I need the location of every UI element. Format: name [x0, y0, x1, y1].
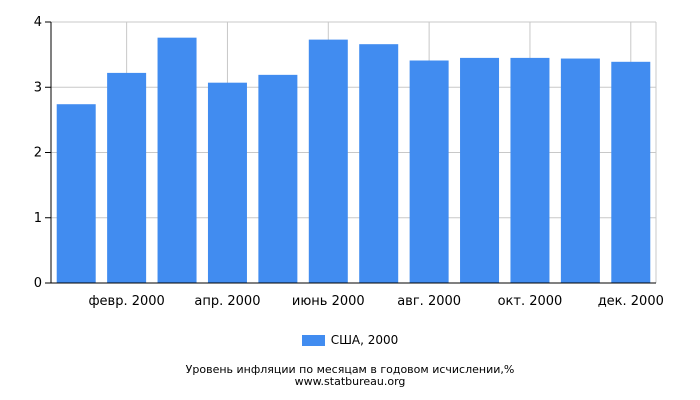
x-tick-label: авг. 2000: [397, 294, 461, 309]
y-tick-label: 4: [34, 15, 42, 30]
bar: [560, 58, 600, 283]
x-tick-label: апр. 2000: [194, 294, 260, 309]
y-tick-label: 1: [34, 211, 42, 226]
bar: [460, 57, 500, 284]
bar: [157, 37, 197, 283]
bar: [207, 82, 247, 284]
bar: [107, 72, 147, 284]
legend-swatch: [301, 334, 325, 346]
bar: [359, 44, 399, 284]
x-tick-label: февр. 2000: [88, 294, 164, 309]
bar: [510, 57, 550, 284]
y-tick-label: 2: [34, 146, 42, 161]
y-axis-labels: 0 1 2 3 4: [34, 15, 42, 291]
bar: [611, 61, 651, 283]
bar: [409, 60, 449, 284]
y-tick-label: 0: [34, 276, 42, 291]
legend-label: США, 2000: [330, 333, 399, 347]
x-axis-labels: февр. 2000 апр. 2000 июнь 2000 авг. 2000 окт…: [88, 294, 663, 309]
bars: [56, 37, 651, 284]
chart-caption: Уровень инфляции по месяцам в годовом ис…: [185, 363, 515, 376]
bar-chart: 0 1 2 3 4 февр. 2000 апр. 2000 июнь 2000 авг. 2…: [34, 15, 664, 309]
legend: США, 2000: [0, 333, 700, 347]
x-tick-label: окт. 2000: [498, 294, 563, 309]
x-tick-label: июнь 2000: [292, 294, 365, 309]
bar: [56, 104, 96, 283]
source-link[interactable]: www.statbureau.org: [294, 375, 406, 388]
bar: [258, 74, 298, 283]
bar: [308, 39, 348, 284]
axes: [45, 21, 656, 284]
y-tick-label: 3: [34, 80, 42, 95]
x-tick-label: дек. 2000: [598, 294, 664, 309]
